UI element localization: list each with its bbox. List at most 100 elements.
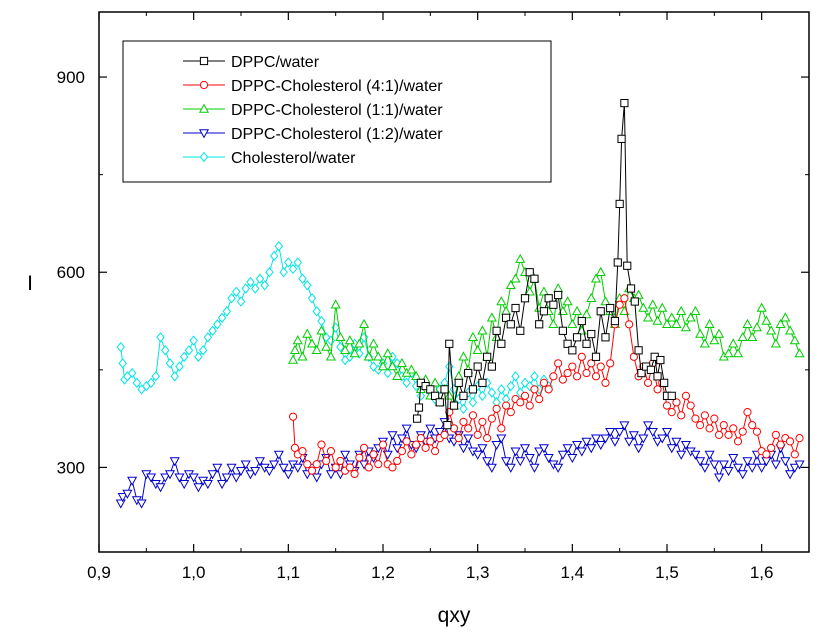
data-point-dppc-cholesterol-1-1-water xyxy=(572,305,583,315)
data-point-dppc-cholesterol-1-1-water xyxy=(548,318,559,328)
data-point-dppc-cholesterol-1-2-water xyxy=(387,431,398,441)
data-point-dppc-cholesterol-1-1-water xyxy=(458,351,469,361)
data-point-dppc-cholesterol-1-1-water xyxy=(737,331,748,342)
data-point-cholesterol-water xyxy=(241,283,250,294)
data-point-dppc-cholesterol-4-1-water xyxy=(525,401,534,410)
data-point-dppc-cholesterol-1-2-water xyxy=(136,499,147,509)
data-point-cholesterol-water xyxy=(156,332,165,343)
data-point-cholesterol-water xyxy=(250,283,260,294)
data-point-dppc-cholesterol-4-1-water xyxy=(696,421,705,430)
data-point-dppc-cholesterol-1-2-water xyxy=(269,460,280,470)
x-tick-label: 1,1 xyxy=(277,563,301,582)
data-point-dppc-cholesterol-1-2-water xyxy=(292,463,303,473)
data-point-dppc-cholesterol-1-1-water xyxy=(747,331,758,342)
data-point-dppc-water xyxy=(530,274,539,283)
x-tick-label: 1,0 xyxy=(182,563,206,582)
data-point-cholesterol-water xyxy=(511,371,520,382)
legend-box xyxy=(122,40,552,183)
data-point-cholesterol-water xyxy=(468,397,478,408)
data-point-dppc-cholesterol-4-1-water xyxy=(393,456,402,466)
data-point-dppc-cholesterol-4-1-water xyxy=(407,450,416,459)
data-point-dppc-water xyxy=(449,401,459,410)
data-point-cholesterol-water xyxy=(497,384,506,395)
data-point-dppc-cholesterol-4-1-water xyxy=(303,460,312,469)
data-point-dppc-cholesterol-4-1-water xyxy=(572,372,582,381)
data-point-dppc-cholesterol-1-2-water xyxy=(472,450,483,460)
data-point-dppc-cholesterol-1-2-water xyxy=(728,453,739,464)
data-point-cholesterol-water xyxy=(236,296,246,307)
data-point-dppc-water xyxy=(539,307,549,316)
data-point-cholesterol-water xyxy=(530,371,539,382)
data-point-dppc-cholesterol-1-1-water xyxy=(732,348,744,358)
data-point-dppc-cholesterol-1-1-water xyxy=(340,344,351,355)
data-point-cholesterol-water xyxy=(151,371,161,382)
data-point-dppc-cholesterol-1-2-water xyxy=(193,483,204,493)
data-point-dppc-cholesterol-1-2-water xyxy=(789,463,800,473)
data-point-dppc-cholesterol-1-2-water xyxy=(217,479,228,490)
data-point-dppc-water xyxy=(615,199,624,209)
data-point-dppc-cholesterol-1-2-water xyxy=(519,444,531,454)
data-point-dppc-cholesterol-1-1-water xyxy=(524,286,535,296)
data-point-cholesterol-water xyxy=(213,319,222,330)
data-point-dppc-water xyxy=(596,307,605,316)
legend-label: DPPC/water xyxy=(231,54,320,71)
data-point-dppc-water xyxy=(554,290,563,300)
data-point-dppc-water xyxy=(516,326,525,335)
data-point-dppc-cholesterol-1-1-water xyxy=(680,322,691,332)
data-point-dppc-water xyxy=(445,339,454,348)
data-point-dppc-cholesterol-4-1-water xyxy=(487,414,496,423)
data-point-dppc-cholesterol-1-2-water xyxy=(273,450,284,460)
data-point-cholesterol-water xyxy=(303,280,312,291)
data-point-dppc-cholesterol-1-1-water xyxy=(354,338,365,348)
data-point-dppc-water xyxy=(414,403,424,412)
data-point-dppc-water xyxy=(558,326,567,335)
data-point-dppc-cholesterol-4-1-water xyxy=(629,352,638,361)
data-point-dppc-water xyxy=(617,134,626,143)
data-point-dppc-water xyxy=(656,355,665,365)
data-point-dppc-cholesterol-1-1-water xyxy=(363,351,374,361)
data-point-dppc-cholesterol-4-1-water xyxy=(478,417,487,426)
data-point-dppc-water xyxy=(478,378,487,387)
data-point-dppc-cholesterol-1-1-water xyxy=(444,390,455,400)
data-point-dppc-cholesterol-1-2-water xyxy=(534,447,545,457)
data-point-dppc-cholesterol-4-1-water xyxy=(691,414,700,423)
data-point-dppc-cholesterol-1-1-water xyxy=(377,361,389,371)
x-tick-label: 1,6 xyxy=(750,563,774,582)
data-point-dppc-water xyxy=(630,297,639,306)
data-point-dppc-cholesterol-1-1-water xyxy=(600,296,611,306)
data-point-dppc-cholesterol-4-1-water xyxy=(667,408,676,417)
data-point-dppc-cholesterol-1-1-water xyxy=(742,318,753,328)
data-point-dppc-cholesterol-1-2-water xyxy=(676,450,687,460)
data-point-cholesterol-water xyxy=(198,345,208,356)
legend-label: DPPC-Cholesterol (1:2)/water xyxy=(231,126,443,143)
y-axis-title: I xyxy=(27,272,33,295)
data-point-cholesterol-water xyxy=(269,250,279,262)
data-point-cholesterol-water xyxy=(184,345,194,356)
data-point-dppc-water xyxy=(626,284,636,293)
y-tick-label: 300 xyxy=(57,458,85,477)
data-point-dppc-cholesterol-4-1-water xyxy=(364,463,373,472)
data-point-dppc-cholesterol-4-1-water xyxy=(322,456,331,466)
data-point-dppc-cholesterol-4-1-water xyxy=(705,424,714,433)
data-point-dppc-cholesterol-1-1-water xyxy=(538,286,549,296)
data-point-dppc-cholesterol-4-1-water xyxy=(506,408,515,417)
data-point-dppc-cholesterol-4-1-water xyxy=(464,424,473,433)
data-point-dppc-cholesterol-1-1-water xyxy=(586,292,597,302)
data-point-dppc-water xyxy=(454,378,463,387)
data-point-dppc-cholesterol-1-1-water xyxy=(643,312,654,322)
data-point-dppc-water xyxy=(435,398,444,407)
data-point-dppc-cholesterol-1-2-water xyxy=(680,440,691,451)
data-point-dppc-cholesterol-1-2-water xyxy=(496,434,507,444)
data-point-dppc-water xyxy=(591,352,601,361)
data-point-cholesterol-water xyxy=(175,361,184,372)
legend-item-dppc-water: DPPC/water xyxy=(183,54,320,71)
data-point-dppc-cholesterol-4-1-water xyxy=(554,359,563,368)
legend-marker xyxy=(199,56,209,66)
data-point-dppc-cholesterol-4-1-water xyxy=(355,453,364,462)
data-point-dppc-cholesterol-4-1-water xyxy=(785,437,795,446)
data-point-cholesterol-water xyxy=(516,387,525,398)
data-point-cholesterol-water xyxy=(265,267,274,278)
data-point-dppc-cholesterol-4-1-water xyxy=(700,411,709,420)
data-point-dppc-cholesterol-1-1-water xyxy=(714,328,725,338)
